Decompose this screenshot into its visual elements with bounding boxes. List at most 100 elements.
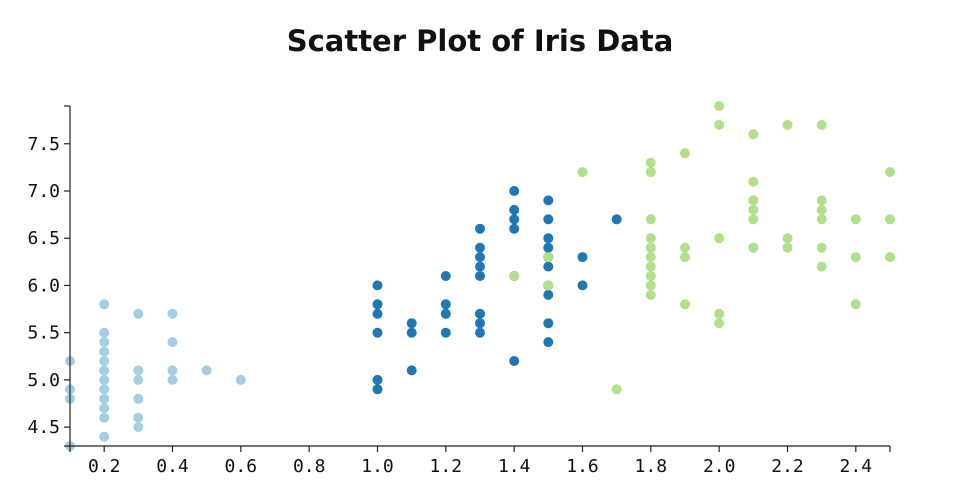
x-tick-label: 1.8 [635,456,668,477]
data-point [714,318,725,329]
data-point [235,374,246,385]
data-point [440,271,451,281]
x-tick-label: 1.2 [430,456,463,477]
data-point [99,374,110,385]
data-point [850,299,861,310]
data-point [372,327,383,338]
data-point [133,365,144,376]
data-point [167,374,178,385]
data-point [133,412,144,423]
data-point [543,252,554,263]
data-point [440,299,451,310]
x-tick-label: 2.2 [771,456,804,477]
data-point [850,214,861,225]
data-point [99,299,110,310]
data-point [133,422,144,433]
data-point [645,157,656,168]
x-tick-label: 1.4 [498,456,531,477]
data-point [645,242,656,253]
data-point [475,223,485,234]
data-point [577,167,588,178]
data-point [440,308,451,319]
data-point [714,233,725,244]
data-point [748,242,759,253]
y-tick-label: 4.5 [27,417,60,438]
data-point [406,318,417,329]
data-point [543,242,554,253]
data-point [577,252,588,263]
y-tick-label: 7.0 [27,181,60,202]
y-tick-label: 6.0 [27,275,60,296]
data-point [475,308,485,319]
data-point [372,299,383,310]
data-point [816,242,827,253]
x-tick-label: 0.4 [156,456,189,477]
data-point [99,412,110,423]
data-point [748,129,759,140]
x-tick-label: 1.0 [361,456,394,477]
data-point [782,233,793,244]
data-point [611,214,622,225]
data-point [680,242,690,253]
data-point [372,280,383,291]
data-point [782,119,793,130]
data-point [167,365,178,376]
data-point [543,289,554,300]
data-point [543,261,554,272]
data-point [99,403,110,414]
x-tick-label: 0.6 [225,456,258,477]
data-point [645,261,656,272]
data-point [645,167,656,178]
data-point [816,119,827,130]
data-point [133,393,144,404]
data-point [475,261,485,272]
data-point [748,214,759,225]
data-point [99,346,110,357]
data-point [850,252,861,263]
points-layer [65,101,895,451]
data-point [611,384,622,395]
x-tick-label: 0.8 [293,456,326,477]
data-point [509,214,520,225]
data-point [577,280,588,291]
data-point [816,195,827,206]
data-point [748,176,759,187]
data-point [475,242,485,253]
data-point [133,374,144,385]
data-point [645,271,656,281]
data-point [201,365,212,376]
data-point [509,356,520,366]
y-tick-label: 7.5 [27,134,60,155]
data-point [440,327,451,338]
data-point [99,365,110,376]
data-point [543,195,554,206]
x-tick-label: 1.6 [566,456,599,477]
data-point [680,299,690,310]
data-point [167,308,178,319]
data-point [645,280,656,291]
x-tick-label: 2.0 [703,456,736,477]
data-point [680,252,690,263]
data-point [509,204,520,215]
data-point [99,337,110,348]
data-point [372,308,383,319]
data-point [475,318,485,329]
data-point [475,252,485,263]
data-point [748,195,759,206]
data-point [543,233,554,244]
data-point [509,223,520,234]
data-point [406,327,417,338]
data-point [885,167,895,178]
data-point [167,337,178,348]
data-point [645,289,656,300]
data-point [885,214,895,225]
data-point [748,204,759,215]
data-point [99,356,110,366]
data-point [372,384,383,395]
data-point [680,148,690,159]
data-point [133,308,144,319]
data-point [543,214,554,225]
data-point [99,393,110,404]
